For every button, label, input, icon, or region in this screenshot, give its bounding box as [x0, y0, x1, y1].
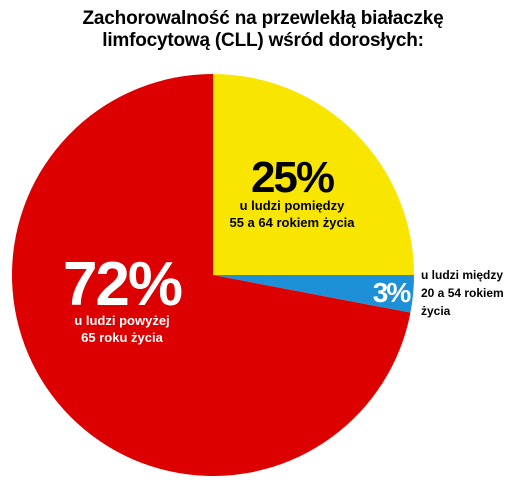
slice-25-percent-label: 25%: [251, 153, 334, 202]
slice-72-desc-line-1: u ludzi powyżej: [74, 313, 169, 328]
pie-slice-3: [213, 275, 414, 313]
slice-72-percent-label: 72%: [63, 250, 182, 319]
slice-3-desc-line-1: u ludzi między: [421, 268, 503, 282]
slice-72-desc-line-2: 65 roku życia: [81, 330, 163, 345]
pie-slice-72: [12, 74, 411, 476]
slice-25-desc-line-2: 55 a 64 rokiem życia: [229, 215, 355, 230]
slice-25-desc-line-1: u ludzi pomiędzy: [240, 198, 345, 213]
slice-3-desc-line-2: 20 a 54 rokiem: [421, 286, 504, 300]
slice-3-percent-label: 3%: [373, 277, 412, 308]
pie-slices: [12, 74, 414, 476]
chart-title-line-1: Zachorowalność na przewlekłą białaczkę: [82, 8, 444, 29]
pie-slice-25: [213, 74, 414, 275]
chart-title-line-2: limfocytową (CLL) wśród dorosłych:: [102, 30, 424, 51]
slice-3-desc-line-3: życia: [421, 304, 451, 318]
